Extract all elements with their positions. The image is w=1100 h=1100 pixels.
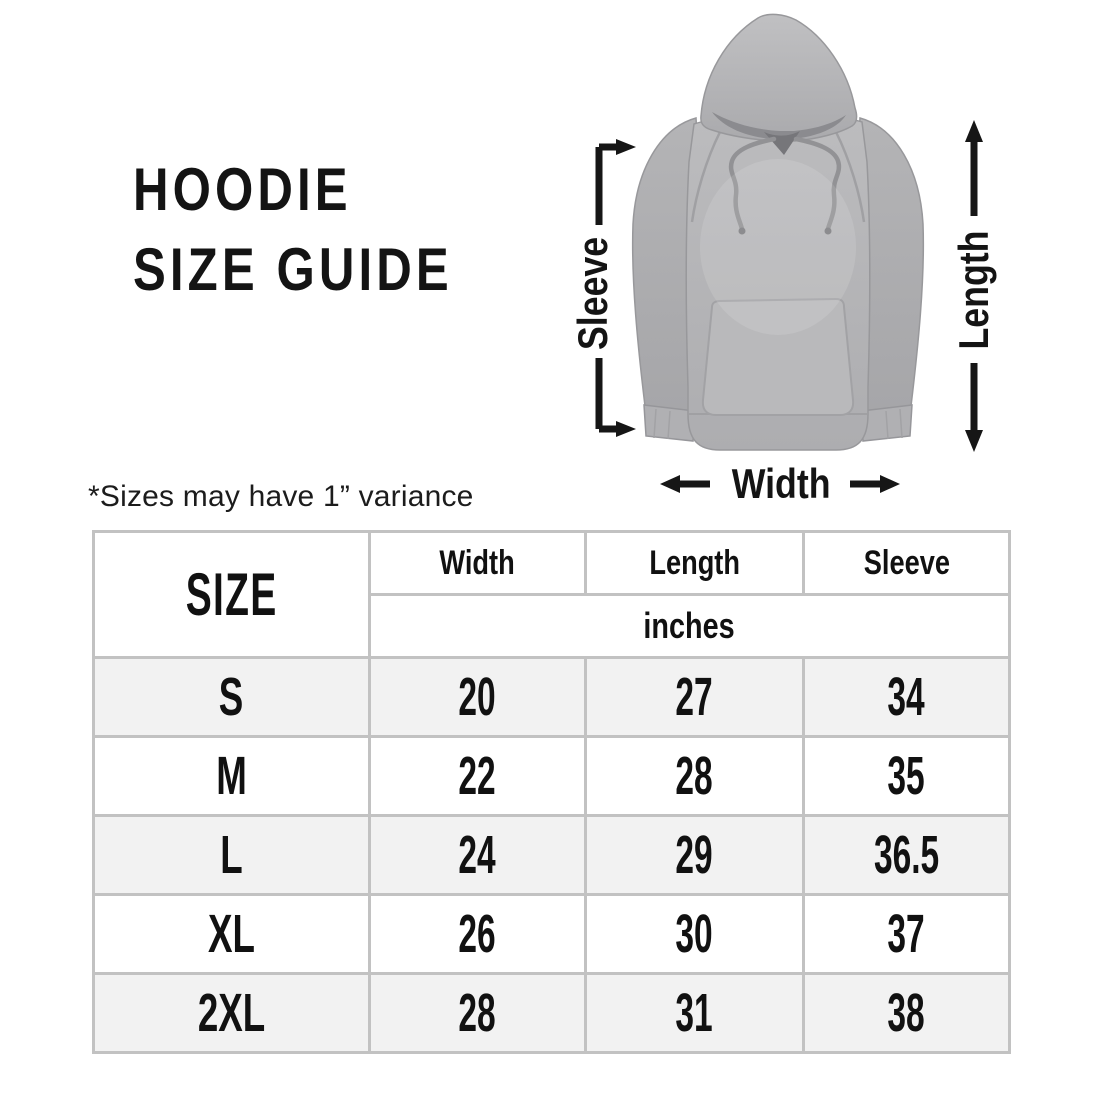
width-label: Width — [731, 460, 831, 507]
length-cell: 31 — [584, 972, 805, 1054]
size-table: SIZE Width Length Sleeve inches S 20 27 … — [92, 530, 1011, 1054]
length-measure-arrow-icon — [965, 120, 983, 452]
table-row-xl: XL 26 30 37 — [92, 893, 1011, 975]
table-row-m: M 22 28 35 — [92, 735, 1011, 817]
table-row-l: L 24 29 36.5 — [92, 814, 1011, 896]
column-header-length: Length — [584, 530, 805, 596]
sleeve-cell: 34 — [802, 656, 1011, 738]
length-cell: 28 — [584, 735, 805, 817]
sleeve-cell: 36.5 — [802, 814, 1011, 896]
sleeve-cell: 38 — [802, 972, 1011, 1054]
size-cell: L — [92, 814, 371, 896]
title-line-1: HOODIE — [133, 156, 352, 223]
width-cell: 22 — [368, 735, 587, 817]
length-label: Length — [950, 230, 997, 350]
length-cell: 29 — [584, 814, 805, 896]
size-cell: 2XL — [92, 972, 371, 1054]
sleeve-cell: 35 — [802, 735, 1011, 817]
size-cell: M — [92, 735, 371, 817]
size-cell: XL — [92, 893, 371, 975]
table-row-s: S 20 27 34 — [92, 656, 1011, 738]
sleeve-cell: 37 — [802, 893, 1011, 975]
width-cell: 26 — [368, 893, 587, 975]
sleeve-measure-arrow-icon — [595, 139, 636, 437]
unit-header: inches — [368, 593, 1011, 659]
length-cell: 30 — [584, 893, 805, 975]
width-cell: 20 — [368, 656, 587, 738]
size-cell: S — [92, 656, 371, 738]
variance-note: *Sizes may have 1” variance — [88, 480, 474, 513]
sleeve-label: Sleeve — [569, 236, 616, 350]
column-header-sleeve: Sleeve — [802, 530, 1011, 596]
hoodie-image — [631, 13, 925, 451]
width-cell: 24 — [368, 814, 587, 896]
size-column-header: SIZE — [92, 530, 371, 659]
width-measure-arrow-icon — [660, 475, 900, 493]
length-cell: 27 — [584, 656, 805, 738]
title-line-2: SIZE GUIDE — [133, 236, 453, 303]
table-row-2xl: 2XL 28 31 38 — [92, 972, 1011, 1054]
width-cell: 28 — [368, 972, 587, 1054]
page-title: HOODIE SIZE GUIDE — [133, 150, 523, 310]
column-header-width: Width — [368, 530, 587, 596]
